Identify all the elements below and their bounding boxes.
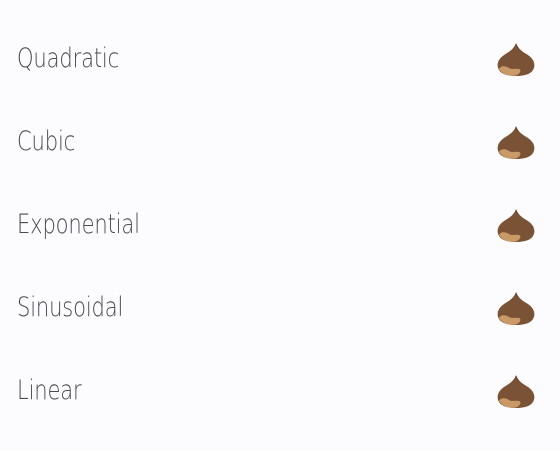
list-item-exponential[interactable]: Exponential — [0, 183, 560, 266]
chestnut-icon — [497, 42, 535, 76]
list-item-cubic[interactable]: Cubic — [0, 100, 560, 183]
list-item-label: Quadratic — [17, 43, 120, 74]
list-item-quadratic[interactable]: Quadratic — [0, 17, 560, 100]
list-item-label: Sinusoidal — [17, 292, 124, 323]
list-item-linear[interactable]: Linear — [0, 349, 560, 432]
list-item-sinusoidal[interactable]: Sinusoidal — [0, 266, 560, 349]
chestnut-icon — [497, 208, 535, 242]
chestnut-icon — [497, 374, 535, 408]
chestnut-icon — [497, 125, 535, 159]
list-item-label: Linear — [17, 375, 82, 406]
chestnut-icon — [497, 291, 535, 325]
list-item-label: Cubic — [17, 126, 76, 157]
list-item-label: Exponential — [17, 209, 140, 240]
